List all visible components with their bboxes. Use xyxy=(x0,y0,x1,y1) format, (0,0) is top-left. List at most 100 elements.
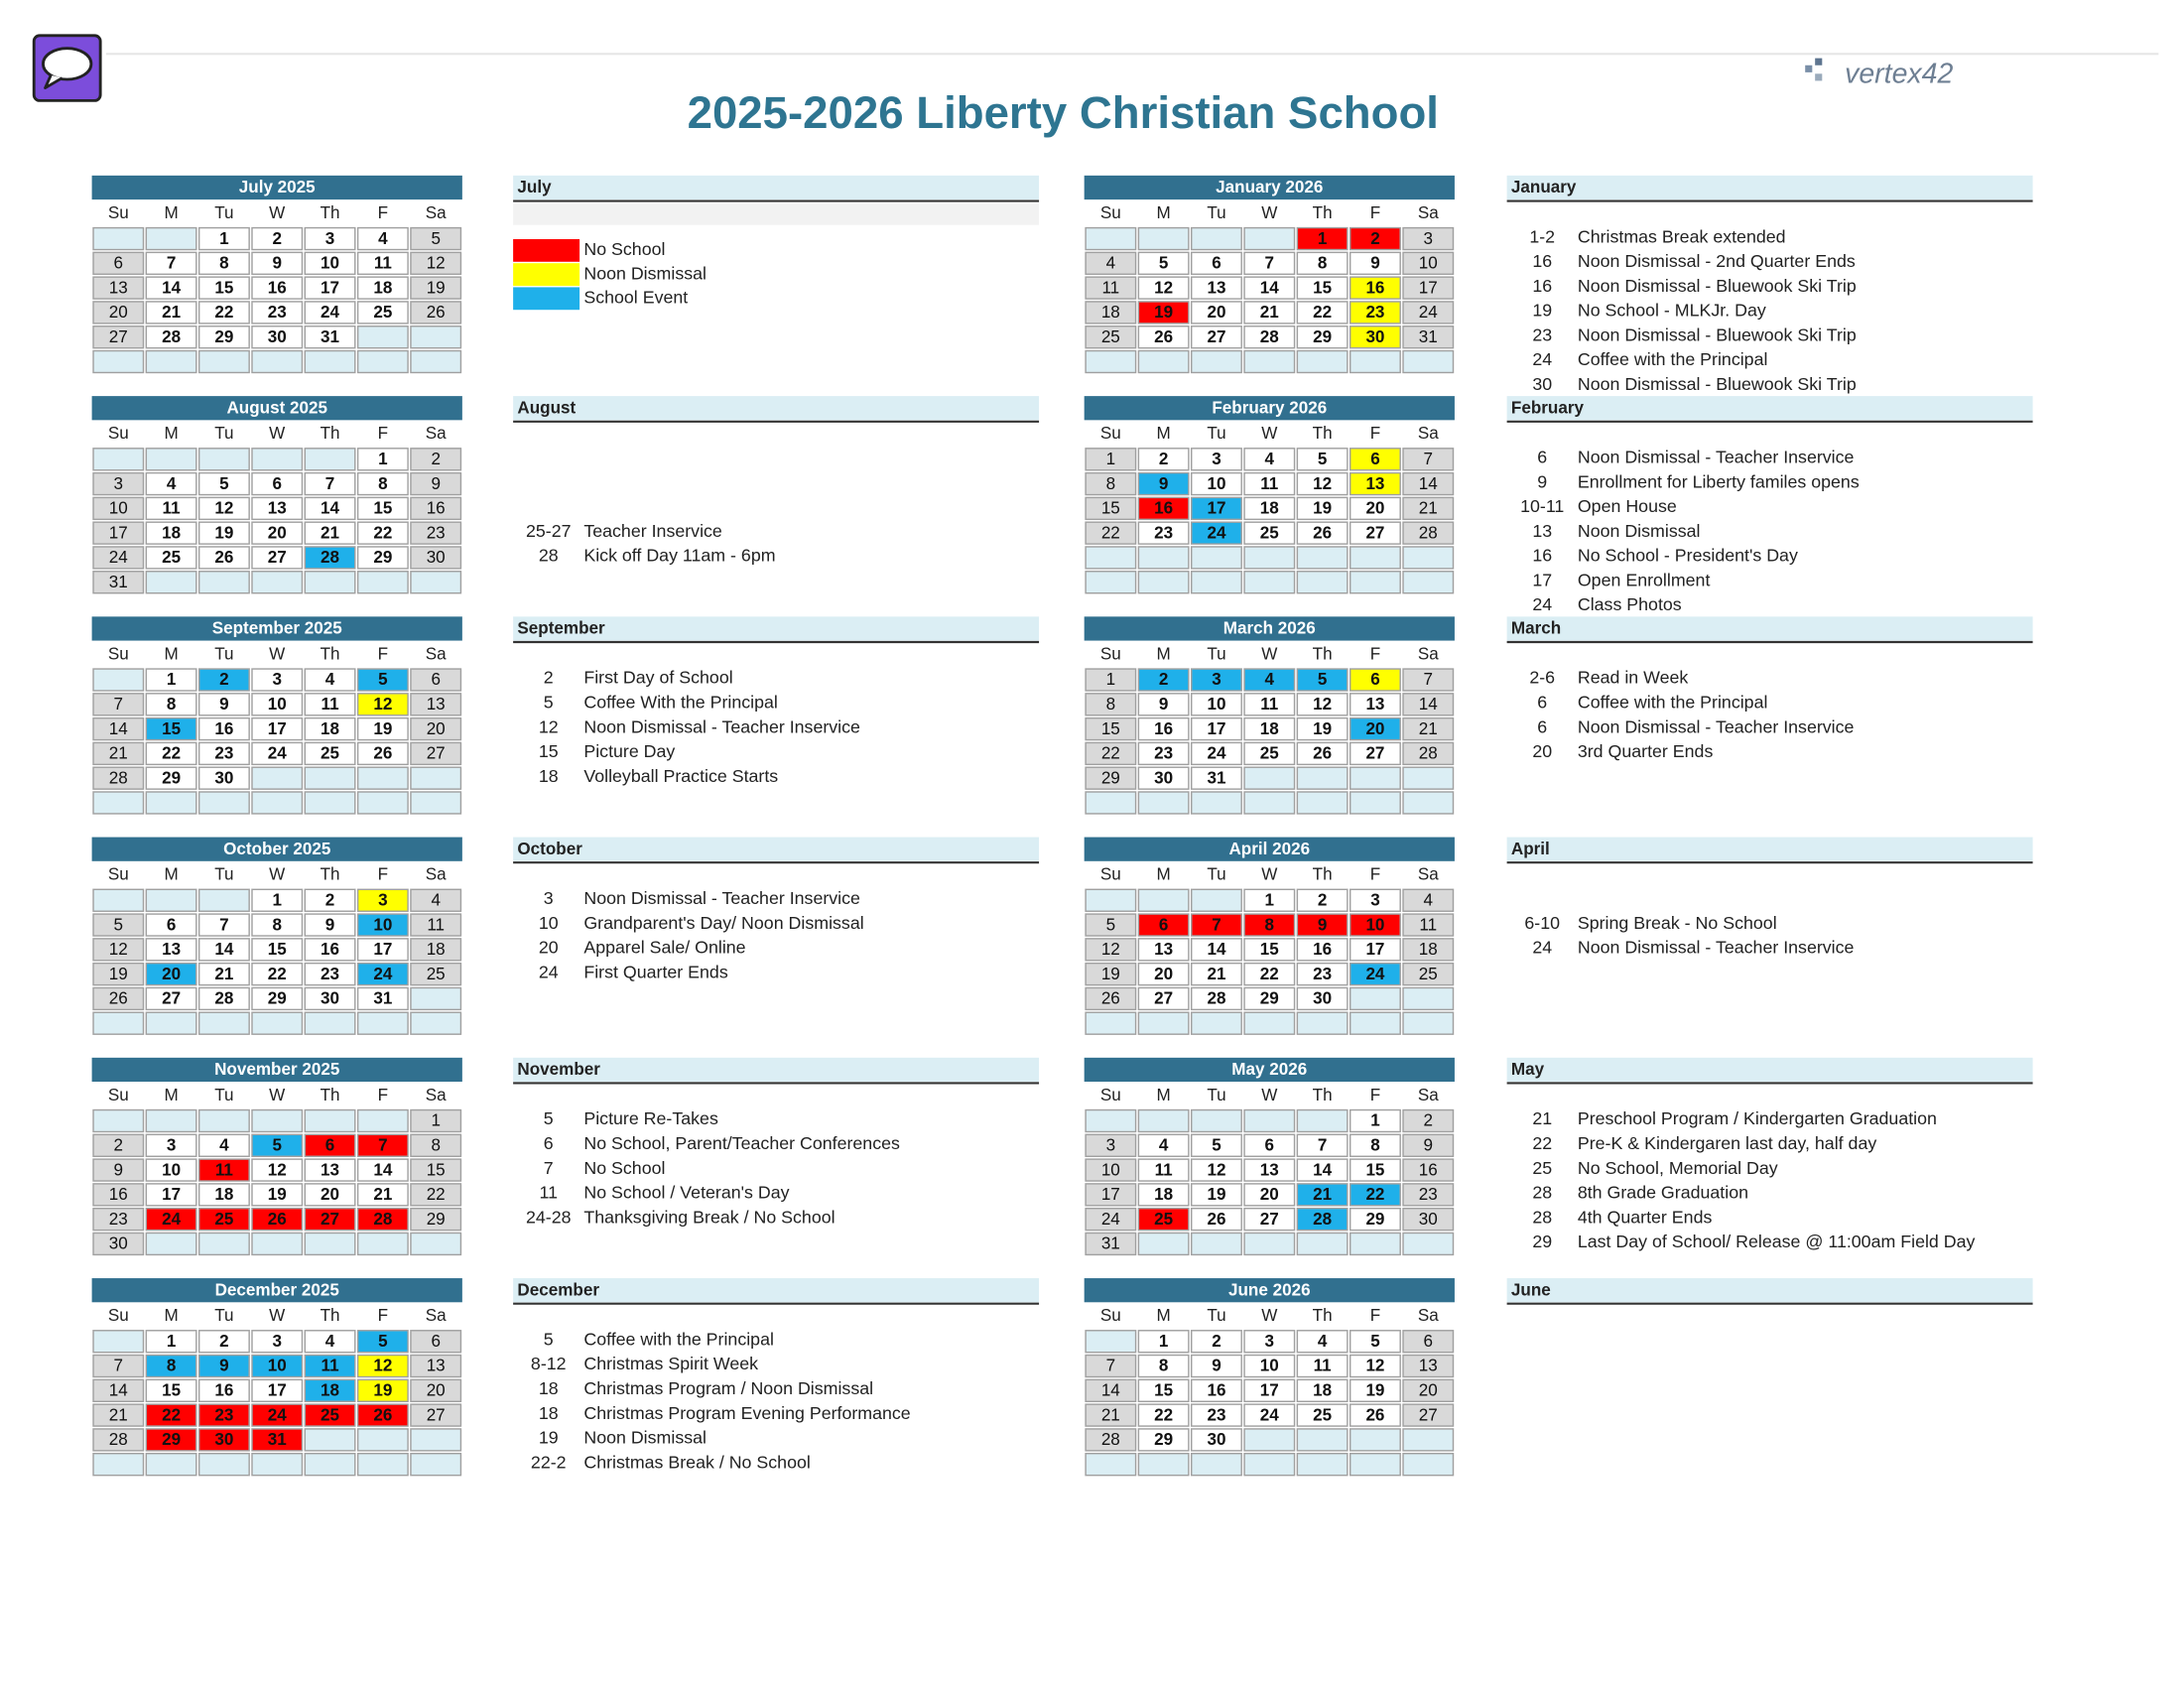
day-number: 21 xyxy=(162,303,181,322)
weekday-label: F xyxy=(378,644,388,663)
day-number: 12 xyxy=(373,695,392,714)
legend-label: School Event xyxy=(583,288,688,308)
day-cell xyxy=(1137,571,1190,594)
event-panel-title: December xyxy=(517,1280,599,1299)
day-number: 19 xyxy=(214,523,233,542)
day-cell xyxy=(1402,471,1455,496)
day-number: 3 xyxy=(272,670,282,689)
event-panel-title: August xyxy=(517,398,576,417)
event-text: No School - MLKJr. Day xyxy=(1578,301,1766,321)
day-cell xyxy=(1137,716,1190,741)
day-cell xyxy=(92,741,145,766)
day-cell xyxy=(1191,1108,1242,1133)
day-number: 16 xyxy=(427,499,446,518)
day-number: 19 xyxy=(1154,303,1173,322)
day-number: 28 xyxy=(1419,523,1438,542)
month-title-bar xyxy=(1084,1057,1455,1083)
day-number: 23 xyxy=(214,1405,233,1424)
weekday-label: W xyxy=(1261,865,1278,884)
day-number: 24 xyxy=(1101,1210,1120,1229)
event-text: Noon Dismissal - Teacher Inservice xyxy=(1578,938,1855,958)
day-cell xyxy=(410,741,462,766)
weekday-label: Sa xyxy=(1418,1086,1439,1104)
day-number: 4 xyxy=(167,474,177,493)
day-cell xyxy=(1137,1330,1190,1354)
day-cell xyxy=(251,1232,304,1256)
day-cell xyxy=(197,1207,250,1232)
day-number: 6 xyxy=(167,915,177,934)
weekday-label: Th xyxy=(1313,644,1333,663)
weekday-label: Th xyxy=(1313,1086,1333,1104)
day-cell xyxy=(1402,1108,1455,1133)
event-text: No School xyxy=(583,1158,665,1178)
day-cell xyxy=(1402,1354,1455,1378)
day-number: 30 xyxy=(1207,1430,1225,1449)
day-number: 6 xyxy=(114,254,123,273)
day-number: 6 xyxy=(1265,1136,1275,1155)
day-cell xyxy=(197,251,250,276)
day-number: 23 xyxy=(1313,965,1332,983)
day-number: 16 xyxy=(1154,719,1173,738)
day-cell xyxy=(1349,226,1401,251)
day-cell xyxy=(251,1330,304,1354)
event-day: 9 xyxy=(1537,471,1547,491)
day-number: 25 xyxy=(1154,1210,1173,1229)
day-cell xyxy=(1349,1011,1401,1035)
day-number: 7 xyxy=(1424,450,1434,468)
day-cell xyxy=(251,226,304,251)
day-cell xyxy=(356,448,409,471)
event-day: 28 xyxy=(1532,1207,1552,1227)
day-number: 26 xyxy=(1207,1210,1225,1229)
day-number: 14 xyxy=(1260,278,1279,297)
day-number: 11 xyxy=(427,915,445,934)
day-number: 18 xyxy=(1101,303,1120,322)
day-cell xyxy=(1243,1011,1296,1035)
day-cell xyxy=(410,571,462,594)
day-cell xyxy=(1402,1453,1455,1477)
day-cell xyxy=(1191,1183,1242,1207)
weekday-label: Tu xyxy=(214,644,233,663)
day-cell xyxy=(1191,1158,1242,1182)
day-number: 27 xyxy=(1207,327,1225,346)
weekday-label: Sa xyxy=(426,644,447,663)
day-cell xyxy=(1349,325,1401,349)
day-number: 25 xyxy=(1101,327,1120,346)
day-cell xyxy=(410,1232,462,1256)
day-cell xyxy=(1243,251,1296,276)
day-cell xyxy=(251,1207,304,1232)
day-number: 10 xyxy=(109,499,128,518)
day-cell xyxy=(1296,1133,1349,1157)
day-cell xyxy=(304,349,356,374)
day-cell xyxy=(410,1453,462,1477)
day-cell xyxy=(251,301,304,324)
day-number: 14 xyxy=(162,278,181,297)
weekday-label: F xyxy=(1370,644,1380,663)
day-number: 8 xyxy=(272,915,282,934)
event-text: Pre-K & Kindergaren last day, half day xyxy=(1578,1133,1876,1153)
day-number: 7 xyxy=(1265,254,1275,273)
event-text: Noon Dismissal xyxy=(1578,521,1701,541)
day-cell xyxy=(1349,496,1401,521)
day-number: 23 xyxy=(321,965,339,983)
day-number: 16 xyxy=(214,1381,233,1400)
day-cell xyxy=(1402,791,1455,815)
day-cell xyxy=(92,1108,145,1133)
day-number: 9 xyxy=(1318,915,1328,934)
event-panel-header xyxy=(1506,1278,2033,1303)
chat-icon[interactable] xyxy=(32,34,102,102)
event-panel-title: July xyxy=(517,178,552,196)
day-number: 30 xyxy=(109,1234,128,1253)
event-text: Picture Day xyxy=(583,741,675,761)
day-cell xyxy=(1402,693,1455,716)
day-number: 9 xyxy=(431,474,440,493)
day-cell xyxy=(145,1403,197,1427)
day-cell xyxy=(1296,888,1349,912)
day-cell xyxy=(356,1183,409,1207)
day-number: 13 xyxy=(268,499,287,518)
day-cell xyxy=(1296,546,1349,570)
day-cell xyxy=(1402,986,1455,1011)
day-cell xyxy=(1191,521,1242,545)
day-cell xyxy=(410,325,462,349)
day-number: 1 xyxy=(219,229,229,248)
day-cell xyxy=(251,448,304,471)
